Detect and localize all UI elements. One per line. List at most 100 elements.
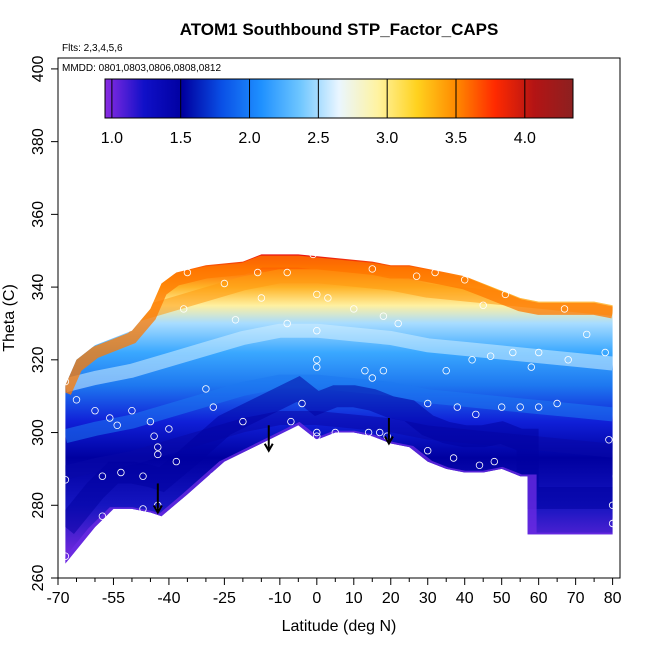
observation-point: [154, 450, 162, 459]
plot-frame: [57, 57, 621, 579]
observation-point: [61, 476, 70, 484]
observation-point: [553, 399, 561, 408]
x-tick-label: 80: [604, 590, 622, 607]
colorbar: 1.0 1.5 2.0 2.5 3.0 3.5 4.0: [101, 78, 574, 147]
observation-point: [564, 356, 572, 364]
colorbar-tick-label: 2.5: [307, 130, 329, 147]
y-tick-label: 280: [30, 492, 47, 519]
observation-point: [475, 461, 484, 469]
observation-point: [605, 436, 613, 444]
x-tick-label: -10: [268, 590, 291, 607]
observation-point: [461, 276, 469, 284]
colorbar-tick-label: 2.0: [238, 130, 260, 147]
observation-point: [364, 428, 373, 437]
observation-point: [468, 356, 476, 364]
x-tick-label: 20: [382, 590, 400, 607]
observation-point: [98, 472, 107, 480]
observation-point: [601, 348, 609, 357]
x-tick-label: 10: [345, 590, 363, 607]
observation-point: [72, 396, 81, 404]
observation-point: [453, 403, 461, 411]
band-pale: [65, 323, 613, 393]
observation-point: [472, 410, 480, 419]
observation-point: [583, 330, 591, 339]
observation-point: [331, 428, 339, 437]
observation-point: [150, 432, 158, 440]
observation-point: [146, 417, 155, 426]
observation-point: [106, 414, 114, 422]
observation-point: [202, 385, 210, 393]
observation-point: [486, 352, 495, 360]
mmdd-label: MMDD: 0801,0803,0806,0808,0812: [62, 63, 221, 74]
x-tick-label: -25: [213, 590, 236, 607]
observation-point: [394, 319, 402, 328]
y-axis: 260 280 300 320 340 360 380 400: [30, 55, 58, 591]
x-tick-label: 60: [530, 590, 548, 607]
band-bottom-core: [65, 375, 613, 535]
x-tick-label: 30: [419, 590, 437, 607]
profile-arrow-head: [384, 435, 394, 446]
flights-label: Flts: 2,3,4,5,6: [62, 43, 123, 54]
observation-point: [257, 294, 266, 302]
band-hot-top: [65, 255, 613, 395]
observation-point: [313, 356, 321, 364]
x-tick-label: -40: [157, 590, 180, 607]
observation-markers: [61, 250, 620, 560]
observation-point: [113, 421, 121, 429]
observation-point: [179, 305, 188, 313]
observation-point: [516, 403, 524, 411]
band-mid-blue: [65, 374, 613, 443]
observation-point: [313, 327, 321, 335]
observation-point: [597, 294, 606, 302]
observation-point: [313, 363, 321, 371]
observation-point: [298, 399, 306, 408]
observation-point: [183, 268, 192, 277]
observation-point: [379, 312, 388, 320]
observation-point: [220, 279, 229, 288]
colorbar-tick-label: 4.0: [514, 130, 536, 147]
observation-point: [479, 301, 487, 309]
y-axis-title: Theta (C): [1, 284, 18, 352]
observation-point: [412, 272, 421, 280]
observation-point: [128, 407, 136, 415]
colorbar-ramp: [104, 78, 574, 119]
observation-point: [309, 250, 317, 259]
colorbar-tick-label: 1.5: [170, 130, 192, 147]
y-tick-label: 380: [30, 128, 47, 155]
y-tick-label: 400: [30, 55, 47, 82]
chart-title: ATOM1 Southbound STP_Factor_CAPS: [180, 20, 499, 39]
observation-point: [449, 454, 458, 462]
observation-point: [313, 290, 321, 299]
observation-point: [231, 316, 240, 324]
observation-point: [154, 443, 162, 451]
observation-point: [209, 483, 217, 491]
x-axis-title: Latitude (deg N): [282, 618, 397, 635]
observation-point: [117, 468, 125, 477]
profile-arrow-head: [263, 443, 274, 453]
observation-point: [490, 457, 498, 466]
observation-point: [368, 374, 376, 382]
observation-point: [535, 403, 543, 411]
y-tick-label: 320: [30, 346, 47, 373]
observation-point: [287, 417, 295, 426]
observation-point: [313, 428, 321, 437]
observation-point: [165, 425, 173, 433]
x-tick-label: 40: [456, 590, 474, 607]
observation-point: [283, 268, 291, 277]
profile-arrow-head: [152, 505, 163, 515]
colorbar-tick-label: 1.0: [101, 130, 123, 147]
observation-point: [254, 268, 262, 277]
observation-point: [379, 367, 388, 375]
observation-point: [239, 454, 247, 462]
observation-point: [535, 348, 543, 357]
y-tick-label: 260: [30, 565, 47, 592]
x-tick-label: 0: [312, 590, 321, 607]
observation-point: [61, 552, 70, 560]
y-tick-label: 360: [30, 201, 47, 228]
observation-point: [98, 512, 107, 520]
observation-point: [424, 399, 432, 408]
observation-point: [350, 305, 358, 313]
observation-point: [61, 377, 70, 386]
observation-point: [313, 432, 321, 440]
